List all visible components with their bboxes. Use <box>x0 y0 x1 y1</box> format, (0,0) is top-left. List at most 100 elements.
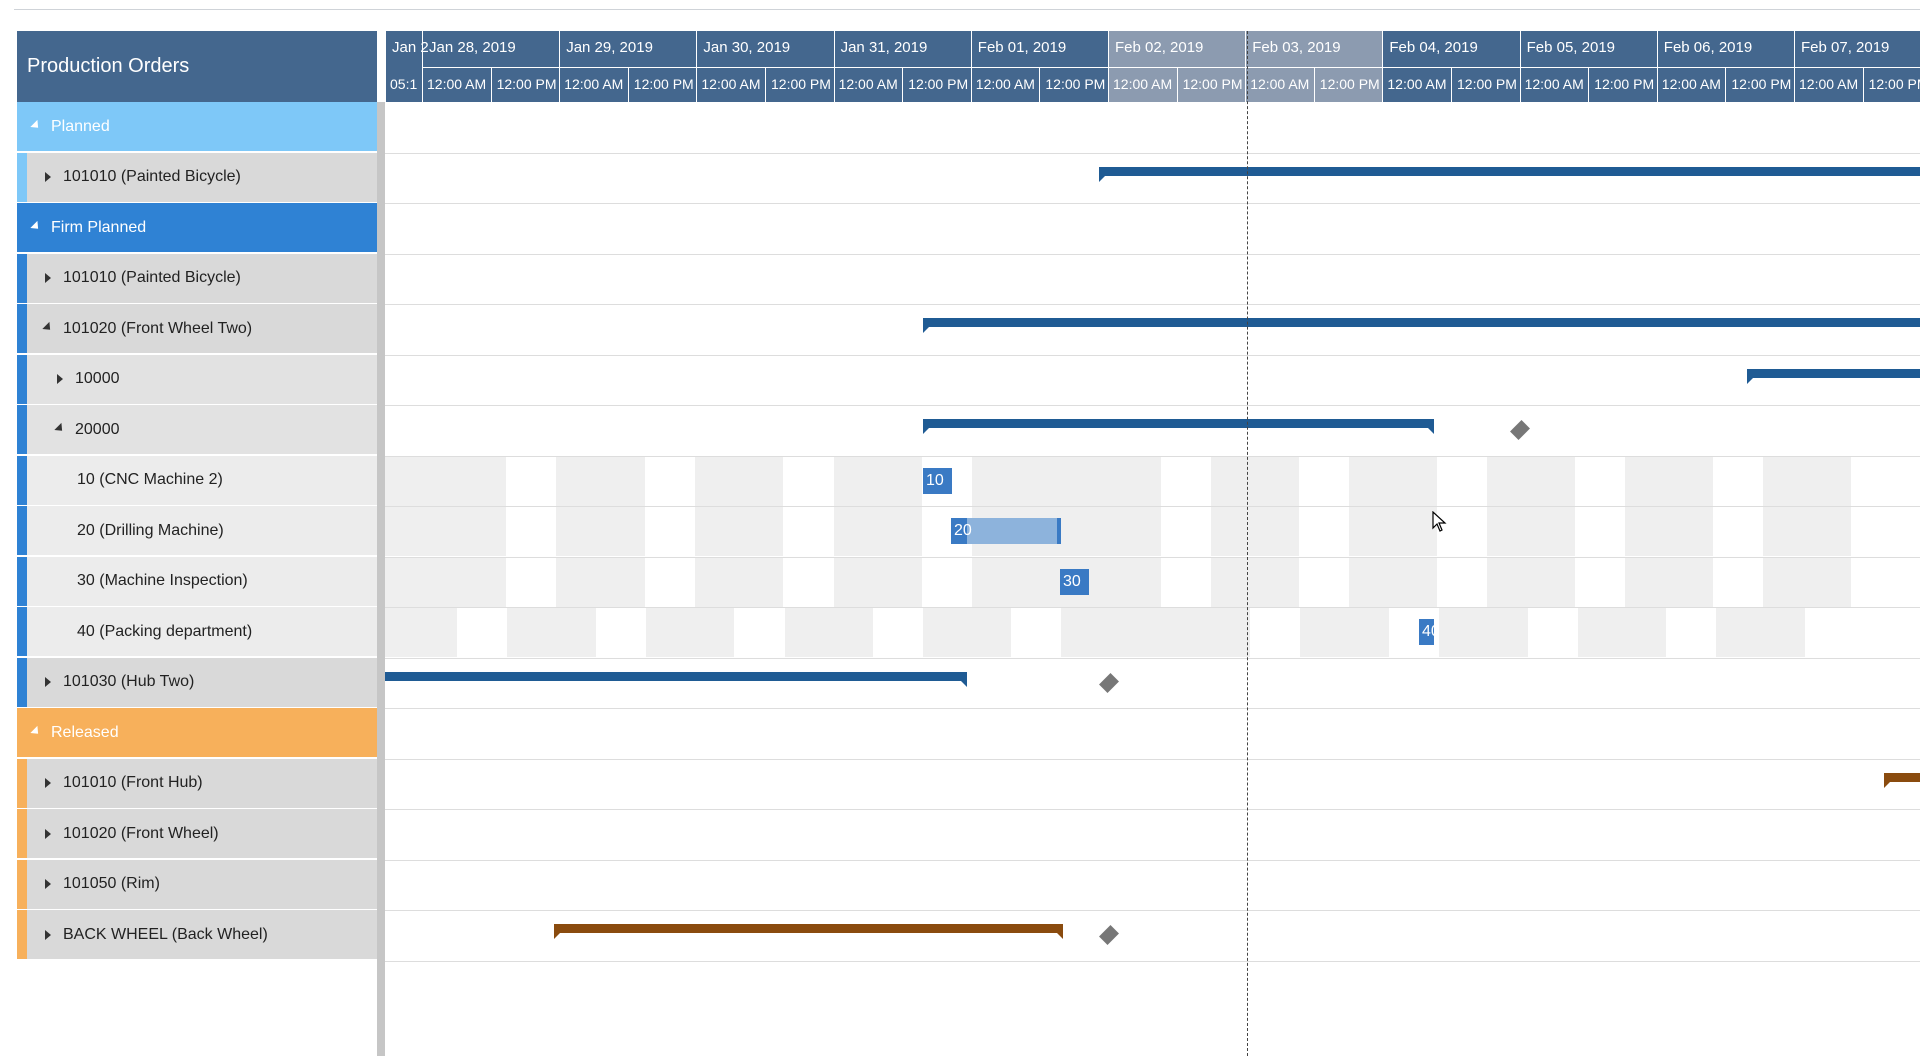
order-row[interactable]: BACK WHEEL (Back Wheel) <box>17 910 377 960</box>
operation-label: 30 <box>1063 572 1081 590</box>
operation-block[interactable]: 20 <box>951 518 1061 544</box>
summary-bar[interactable] <box>385 671 967 687</box>
nonworking-time-shade <box>385 607 457 657</box>
group-color-strip <box>17 405 27 454</box>
milestone-diamond-icon[interactable] <box>1099 925 1119 946</box>
time-tick-label: 12:00 AM <box>564 76 624 92</box>
day-label: Feb 02, 2019 <box>1115 39 1204 56</box>
collapse-arrow-icon[interactable] <box>53 422 67 434</box>
expand-arrow-icon[interactable] <box>41 929 55 940</box>
expand-arrow-icon[interactable] <box>41 172 55 182</box>
group-row[interactable]: Released <box>17 708 377 758</box>
collapse-arrow-icon[interactable] <box>29 725 43 737</box>
expand-arrow-icon[interactable] <box>41 879 55 889</box>
row-label: BACK WHEEL (Back Wheel) <box>63 925 268 943</box>
row-gridline <box>385 910 1920 911</box>
group-color-strip <box>17 607 27 656</box>
nonworking-time-shade <box>1061 607 1250 657</box>
collapse-arrow-icon[interactable] <box>29 119 43 131</box>
time-tick-label: 12:00 PM <box>902 67 971 102</box>
row-label: 101010 (Painted Bicycle) <box>63 269 241 286</box>
time-tick-label: 12:00 AM <box>1661 76 1721 92</box>
row-gridline <box>385 405 1920 406</box>
pane-splitter[interactable] <box>377 102 385 1056</box>
time-tick-label: 12:00 PM <box>1313 67 1383 102</box>
order-row[interactable]: 101050 (Rim) <box>17 859 377 910</box>
nonworking-time-shade <box>646 607 734 657</box>
summary-bar[interactable] <box>923 318 1920 333</box>
operation-row[interactable]: 40 (Packing department) <box>17 607 377 657</box>
order-row[interactable]: 101010 (Painted Bicycle) <box>17 253 377 304</box>
time-tick-label: 12:00 PM <box>490 67 560 102</box>
order-row[interactable]: 101020 (Front Wheel Two) <box>17 304 377 354</box>
row-gridline <box>385 607 1920 608</box>
time-tick-label: 05:1 <box>390 76 418 92</box>
order-row[interactable]: 101010 (Painted Bicycle) <box>17 152 377 203</box>
nonworking-time-shade <box>1716 607 1805 657</box>
nonworking-time-shade <box>1625 456 1713 506</box>
operation-row[interactable]: 20 (Drilling Machine) <box>17 506 377 556</box>
current-time-line <box>1247 31 1248 1056</box>
operation-block[interactable]: 10 <box>923 467 952 494</box>
group-row[interactable]: Planned <box>17 102 377 152</box>
expand-arrow-icon[interactable] <box>41 677 55 687</box>
tree-header-title: Production Orders <box>17 31 377 102</box>
day-label: Feb 06, 2019 <box>1663 39 1753 56</box>
milestone-diamond-icon[interactable] <box>1510 420 1530 441</box>
nonworking-time-shade <box>695 506 783 556</box>
row-gridline <box>385 556 1920 558</box>
collapse-arrow-icon[interactable] <box>41 321 55 333</box>
operation-label: 20 <box>954 522 972 539</box>
group-color-strip <box>17 304 27 353</box>
time-tick-label: 12:00 AM <box>1799 76 1859 92</box>
expand-arrow-icon[interactable] <box>41 778 55 788</box>
operation-block[interactable]: 30 <box>1060 568 1089 595</box>
summary-bar[interactable] <box>1747 368 1920 384</box>
group-color-strip <box>17 758 27 808</box>
nonworking-time-shade <box>695 456 783 506</box>
summary-bar[interactable] <box>1884 772 1920 788</box>
time-tick-label: 12:00 AM <box>1524 76 1584 92</box>
order-row[interactable]: 10000 <box>17 354 377 405</box>
nonworking-time-shade <box>556 506 645 556</box>
timeline-day: Feb 07, 2019 <box>1794 31 1920 102</box>
time-tick-label: 12:00 AM <box>838 76 898 92</box>
group-row[interactable]: Firm Planned <box>17 203 377 253</box>
order-row[interactable]: 101030 (Hub Two) <box>17 657 377 708</box>
milestone-diamond-icon[interactable] <box>1099 672 1119 693</box>
nonworking-time-shade <box>923 607 1011 657</box>
summary-bar[interactable] <box>1099 166 1920 182</box>
nonworking-time-shade <box>1349 456 1437 506</box>
row-label: Firm Planned <box>51 218 147 236</box>
expand-arrow-icon[interactable] <box>53 374 67 384</box>
day-label: Feb 01, 2019 <box>977 39 1067 56</box>
group-color-strip <box>17 657 27 707</box>
nonworking-time-shade <box>1211 557 1299 607</box>
nonworking-time-shade <box>1487 456 1575 506</box>
expand-arrow-icon[interactable] <box>41 273 55 283</box>
order-row[interactable]: 101010 (Front Hub) <box>17 758 377 809</box>
nonworking-time-shade <box>507 607 596 657</box>
nonworking-time-shade <box>695 557 783 607</box>
day-label: Feb 03, 2019 <box>1252 39 1341 56</box>
operation-row[interactable]: 30 (Machine Inspection) <box>17 556 377 607</box>
order-row[interactable]: 20000 <box>17 405 377 455</box>
row-label: 101030 (Hub Two) <box>63 673 195 690</box>
collapse-arrow-icon[interactable] <box>29 220 43 232</box>
order-row[interactable]: 101020 (Front Wheel) <box>17 809 377 859</box>
timeline-day-partial: Jan 2 <box>385 31 429 102</box>
expand-arrow-icon[interactable] <box>41 828 55 839</box>
nonworking-time-shade <box>556 557 645 607</box>
group-color-strip <box>17 455 27 505</box>
nonworking-time-shade <box>1349 557 1437 607</box>
nonworking-time-shade <box>1487 557 1575 607</box>
operation-block[interactable]: 40 <box>1419 619 1434 645</box>
group-color-strip <box>17 354 27 404</box>
day-label: Feb 05, 2019 <box>1526 39 1615 56</box>
nonworking-time-shade <box>834 456 922 506</box>
summary-bar[interactable] <box>554 924 1063 939</box>
operation-row[interactable]: 10 (CNC Machine 2) <box>17 455 377 506</box>
timeline-day: Feb 03, 2019 <box>1245 31 1383 102</box>
summary-bar[interactable] <box>923 419 1434 434</box>
